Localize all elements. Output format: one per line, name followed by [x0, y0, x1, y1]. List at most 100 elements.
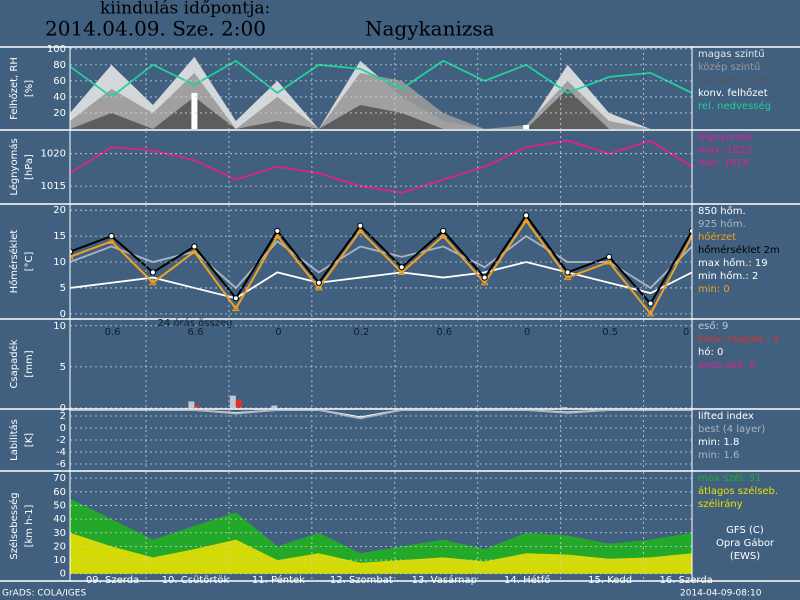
legend-stat: max: 1023 — [698, 145, 752, 156]
y-tick-label: 60 — [53, 487, 66, 498]
y-tick-label: 80 — [53, 60, 66, 71]
x-tick-label: 15. Kedd — [588, 575, 632, 586]
plot-area — [70, 212, 692, 317]
y-tick-label: 10 — [53, 321, 66, 332]
credit: (EWS) — [730, 551, 760, 562]
bar — [188, 401, 195, 408]
daily-total: 0 — [683, 327, 689, 338]
marker — [356, 226, 365, 234]
y-axis-label: Felhőzet, RH — [8, 57, 20, 120]
marker — [398, 264, 405, 271]
area — [70, 72, 692, 129]
x-tick-label: 10. Csütörtök — [162, 575, 230, 586]
y-axis-label: [K] — [24, 433, 35, 447]
y-tick-label: 2 — [60, 411, 66, 422]
marker — [647, 300, 654, 307]
legend-entry: 925 hőm. — [698, 218, 746, 230]
plot-area — [70, 56, 692, 129]
area — [70, 532, 692, 574]
marker — [232, 295, 239, 302]
y-tick-label: 5 — [60, 283, 66, 294]
legend-stat: ónos eső: 0 — [698, 359, 755, 371]
bar — [523, 124, 530, 129]
marker — [273, 232, 282, 239]
y-tick-label: 10 — [53, 257, 66, 268]
footer-left: GrADS: COLA/IGES — [2, 589, 86, 599]
bar — [271, 405, 278, 408]
marker — [480, 278, 489, 286]
y-tick-label: 15 — [53, 231, 66, 242]
legend-stat: hó: 0 — [698, 346, 723, 358]
y-tick-label: 60 — [53, 76, 66, 87]
legend-entry: rel. nedvesség — [698, 100, 771, 112]
y-tick-label: 40 — [53, 514, 66, 525]
y-tick-label: 20 — [53, 541, 66, 552]
x-tick-label: 14. Hétfő — [504, 574, 550, 586]
y-tick-label: 1015 — [41, 181, 66, 192]
x-tick-label: 11. Péntek — [252, 574, 305, 586]
y-tick-label: 20 — [53, 108, 66, 119]
plot-area — [70, 139, 692, 194]
legend-stat: min hőm.: 2 — [698, 270, 758, 282]
marker — [564, 269, 571, 276]
y-axis-label: [hPa] — [24, 154, 35, 180]
bar — [194, 405, 201, 408]
marker — [315, 279, 322, 286]
plot-area — [188, 395, 568, 408]
line — [70, 218, 692, 316]
y-tick-label: 50 — [53, 500, 66, 511]
daily-total: 0 — [275, 327, 281, 338]
line — [70, 59, 692, 99]
daily-total: 0.5 — [602, 327, 618, 338]
marker — [149, 269, 157, 276]
y-tick-label: 1020 — [41, 149, 66, 160]
credit: GFS (C) — [726, 525, 764, 536]
marker — [70, 252, 74, 260]
legend-stat: min: 0 — [698, 284, 730, 295]
bar — [235, 399, 242, 408]
run-time: 2014.04.09. Sze. 2:00 — [45, 17, 266, 41]
legend-entry: eső: 9 — [698, 320, 728, 332]
marker — [605, 258, 613, 265]
daily-total: 0.2 — [353, 327, 369, 338]
bar — [561, 407, 568, 408]
bar — [229, 395, 236, 408]
marker — [522, 216, 531, 224]
marker — [231, 304, 240, 312]
marker — [440, 227, 447, 235]
line — [70, 139, 692, 194]
legend-stat: szélirány — [698, 498, 743, 510]
y-tick-label: -2 — [56, 435, 66, 446]
y-tick-label: 100 — [47, 44, 66, 55]
y-tick-label: 20 — [53, 205, 66, 216]
y-tick-label: -6 — [56, 459, 66, 470]
legend-stat: min: 1.6 — [698, 450, 739, 461]
legend-entry: konv. felhőzet — [698, 87, 768, 99]
y-tick-label: 0 — [60, 569, 66, 580]
y-axis-label: [°C] — [24, 252, 35, 272]
y-axis-label: Légnyomás — [8, 138, 20, 195]
line — [70, 410, 692, 420]
marker — [563, 273, 572, 281]
marker — [149, 278, 157, 286]
x-tick-label: 16. Szerda — [660, 575, 713, 586]
legend-entry: alacsony szintű — [698, 74, 775, 86]
x-tick-label: 09. Szerda — [86, 575, 139, 586]
y-tick-label: 30 — [53, 528, 66, 539]
marker — [481, 274, 488, 281]
y-tick-label: 10 — [53, 555, 66, 566]
y-axis-label: Szélsebesség — [8, 492, 20, 559]
run-title: kiindulás időpontja: — [100, 0, 270, 19]
daily-total: 0.6 — [105, 327, 121, 338]
marker — [439, 232, 448, 239]
area — [70, 88, 692, 129]
y-axis-label: Csapadék — [8, 339, 20, 388]
legend-entry: légnyomás — [698, 131, 753, 143]
y-axis-label: [km h-1] — [24, 504, 35, 547]
plot-area — [70, 498, 692, 574]
marker — [605, 253, 613, 260]
marker — [688, 232, 692, 239]
y-tick-label: 5 — [60, 362, 66, 373]
line — [70, 261, 692, 300]
